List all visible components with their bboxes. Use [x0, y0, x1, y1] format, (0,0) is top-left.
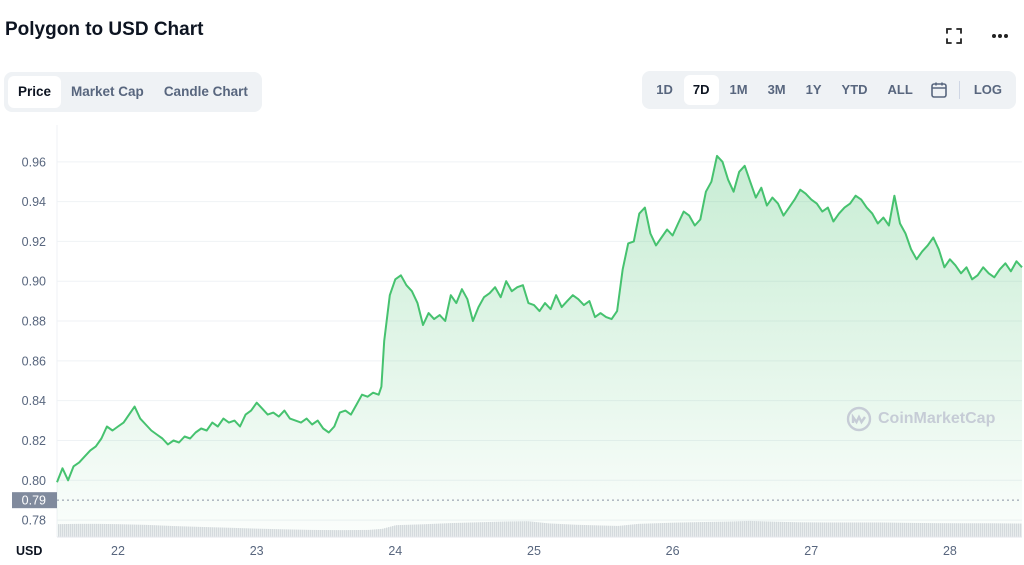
current-price-badge — [12, 492, 57, 509]
watermark-text: CoinMarketCap — [878, 410, 996, 427]
x-tick-label: 24 — [388, 544, 402, 558]
more-icon[interactable] — [990, 26, 1010, 46]
y-tick-label: 0.78 — [22, 514, 46, 528]
x-tick-label: 28 — [943, 544, 957, 558]
x-tick-label: 23 — [250, 544, 264, 558]
currency-label: USD — [16, 544, 42, 558]
y-tick-label: 0.86 — [22, 354, 46, 368]
price-line — [56, 154, 1023, 483]
range-1m[interactable]: 1M — [729, 82, 748, 97]
x-tick-label: 22 — [111, 544, 125, 558]
x-tick-label: 27 — [804, 544, 818, 558]
page-title: Polygon to USD Chart — [5, 19, 204, 40]
range-1d[interactable]: 1D — [656, 82, 673, 97]
y-tick-label: 0.90 — [22, 275, 46, 289]
tab-candle-chart[interactable]: Candle Chart — [163, 84, 248, 99]
x-tick-label: 26 — [666, 544, 680, 558]
chart-type-tabs: Price Market Cap Candle Chart — [4, 72, 262, 112]
range-divider — [958, 81, 960, 99]
price-area — [57, 155, 1022, 537]
coinmarketcap-watermark: CoinMarketCap — [846, 406, 995, 432]
chart-actions — [944, 26, 1010, 46]
tab-price[interactable]: Price — [8, 76, 62, 108]
calendar-icon[interactable] — [923, 75, 955, 105]
y-tick-label: 0.92 — [22, 235, 46, 249]
y-tick-label: 0.82 — [22, 434, 46, 448]
current-price-label: 0.79 — [22, 494, 46, 508]
y-tick-label: 0.96 — [22, 155, 46, 169]
y-tick-label: 0.80 — [22, 474, 46, 488]
tab-market-cap[interactable]: Market Cap — [71, 84, 144, 99]
x-tick-label: 25 — [527, 544, 541, 558]
y-tick-label: 0.88 — [22, 315, 46, 329]
log-scale-toggle[interactable]: LOG — [973, 82, 1002, 97]
range-3m[interactable]: 3M — [767, 82, 786, 97]
range-ytd[interactable]: YTD — [841, 82, 868, 97]
coinmarketcap-logo — [846, 406, 872, 432]
range-all[interactable]: ALL — [887, 82, 913, 97]
y-tick-label: 0.94 — [22, 195, 46, 209]
range-7d[interactable]: 7D — [683, 75, 719, 105]
fullscreen-icon[interactable] — [944, 26, 964, 46]
y-tick-label: 0.84 — [22, 394, 46, 408]
range-1y[interactable]: 1Y — [805, 82, 822, 97]
time-range-selector: 1D 7D 1M 3M 1Y YTD ALL LOG — [642, 71, 1016, 109]
